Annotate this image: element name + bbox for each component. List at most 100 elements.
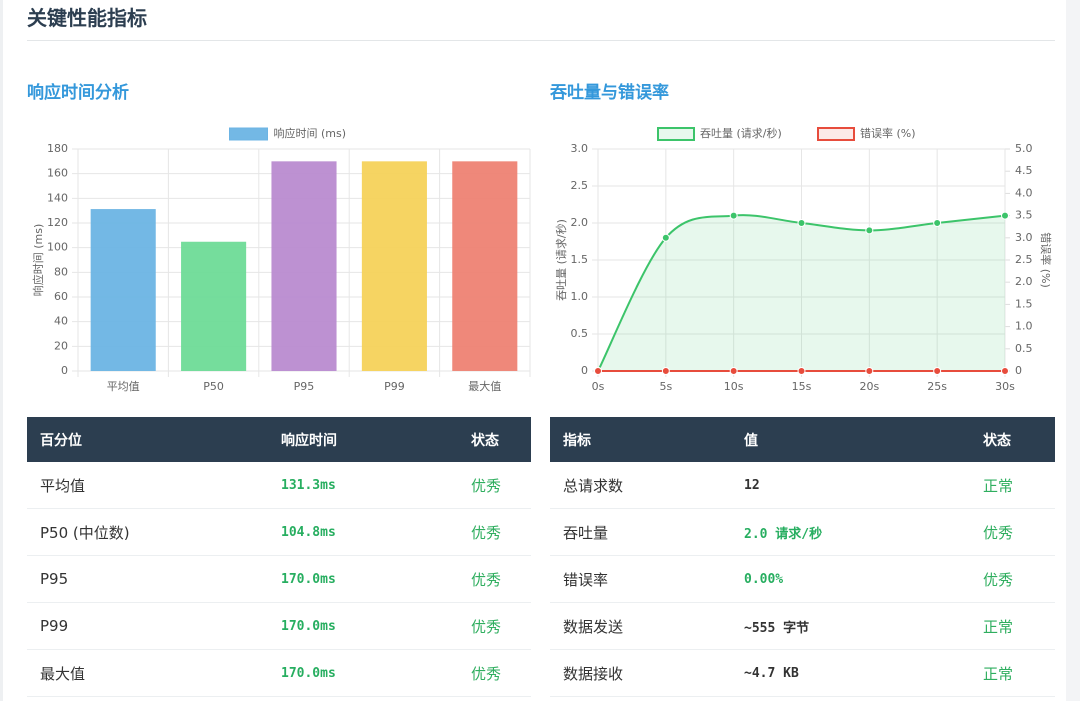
table-row: P95 170.0ms 优秀 bbox=[27, 555, 531, 603]
metric-cell: 平均值 bbox=[27, 462, 268, 509]
y-tick-label: 120 bbox=[47, 216, 68, 229]
y-tick-label: 100 bbox=[47, 241, 68, 254]
metric-cell: 总请求数 bbox=[550, 462, 731, 509]
point bbox=[933, 367, 942, 375]
table-row: 总请求数 12 正常 bbox=[550, 462, 1055, 509]
value-cell: ~4.7 KB bbox=[731, 649, 970, 697]
x-tick-label: P99 bbox=[384, 380, 405, 393]
x-tick-label: 25s bbox=[927, 380, 947, 393]
y2-tick-label: 0.5 bbox=[1015, 342, 1033, 355]
x-tick-label: 30s bbox=[995, 380, 1015, 393]
value-cell: 2.0 请求/秒 bbox=[731, 508, 970, 556]
metric-cell: 错误率 bbox=[550, 555, 731, 603]
table-row: 数据发送 ~555 字节 正常 bbox=[550, 602, 1055, 650]
chart: 0 20 40 60 80 100 120 140 160 180 响应时间 (ms) 响应时间 (m… bbox=[31, 126, 531, 393]
status-cell: 优秀 bbox=[458, 462, 531, 509]
metric-cell: 数据接收 bbox=[550, 649, 731, 697]
y-tick-label: 180 bbox=[47, 142, 68, 155]
point bbox=[1001, 211, 1009, 220]
y-tick-label: 3.0 bbox=[571, 142, 589, 155]
y-tick-label: 140 bbox=[47, 191, 68, 204]
y-tick-label: 1.5 bbox=[571, 253, 589, 266]
section-title: 吞吐量与错误率 bbox=[550, 83, 669, 103]
header-row: 指标值状态 bbox=[550, 417, 1055, 462]
header-row: 百分位 响应时间 状态 bbox=[27, 417, 531, 462]
point bbox=[865, 226, 874, 235]
header-cell: 值 bbox=[731, 417, 970, 462]
point bbox=[1001, 367, 1009, 375]
point bbox=[661, 233, 670, 242]
section-title: 响应时间分析 bbox=[27, 83, 129, 103]
value-cell: 170.0ms bbox=[268, 555, 458, 603]
table-row: 吞吐量 2.0 请求/秒 优秀 bbox=[550, 508, 1055, 556]
y-tick-label: 60 bbox=[54, 290, 68, 303]
y-tick-label: 80 bbox=[54, 265, 68, 278]
value-cell: 0.00% bbox=[731, 555, 970, 603]
legend-swatch bbox=[657, 127, 695, 141]
header-cell: 百分位 bbox=[27, 417, 268, 462]
point bbox=[933, 219, 942, 227]
point bbox=[729, 211, 738, 220]
metric-cell: 数据发送 bbox=[550, 602, 731, 650]
header-cell: 状态 bbox=[458, 417, 531, 462]
legend-label: 错误率 (%) bbox=[860, 126, 916, 140]
x-tick-label: 平均值 bbox=[107, 380, 140, 393]
y-tick-label: 40 bbox=[54, 315, 68, 328]
x-tick-label: 5s bbox=[659, 380, 672, 393]
x-tick-label: 最大值 bbox=[468, 379, 501, 393]
y-tick-label: 160 bbox=[47, 167, 68, 180]
x-tick-label: 15s bbox=[792, 380, 812, 393]
y2-tick-label: 1.5 bbox=[1015, 297, 1033, 310]
table-row: P50 (中位数) 104.8ms 优秀 bbox=[27, 508, 531, 556]
value-cell: 170.0ms bbox=[268, 649, 458, 697]
status-cell: 优秀 bbox=[458, 508, 531, 556]
y2-tick-label: 2.0 bbox=[1015, 275, 1033, 288]
bar bbox=[181, 241, 247, 371]
divider bbox=[27, 40, 1055, 41]
status-cell: 优秀 bbox=[458, 555, 531, 603]
legend-label: 吞吐量 (请求/秒) bbox=[700, 126, 782, 140]
header-cell: 状态 bbox=[970, 417, 1055, 462]
point bbox=[594, 367, 602, 375]
y-tick-label: 0 bbox=[61, 364, 68, 377]
legend-swatch bbox=[817, 127, 855, 141]
bar bbox=[90, 209, 156, 371]
status-cell: 优秀 bbox=[458, 649, 531, 697]
table-row: 数据接收 ~4.7 KB 正常 bbox=[550, 649, 1055, 697]
y-tick-label: 0 bbox=[581, 364, 588, 377]
x-tick-label: 0s bbox=[592, 380, 605, 393]
status-cell: 优秀 bbox=[970, 508, 1055, 556]
y2-tick-label: 4.0 bbox=[1015, 186, 1033, 199]
y2-tick-label: 3.5 bbox=[1015, 209, 1033, 222]
header-cell: 指标 bbox=[550, 417, 731, 462]
value-cell: ~555 字节 bbox=[731, 602, 970, 650]
y2-tick-label: 4.5 bbox=[1015, 164, 1033, 177]
point bbox=[661, 367, 670, 375]
legend-swatch bbox=[229, 127, 268, 141]
chart: 0 0.5 1.0 1.5 2.0 2.5 3.0 0 0.5 1.0 1.5 2.0 2.5 3.0 3.… bbox=[554, 126, 1053, 393]
value-cell: 170.0ms bbox=[268, 602, 458, 650]
y-tick-label: 2.5 bbox=[571, 179, 589, 192]
y2-tick-label: 5.0 bbox=[1015, 142, 1033, 155]
edge bbox=[0, 0, 3, 701]
point bbox=[729, 367, 738, 375]
edge bbox=[1066, 0, 1080, 701]
y2-tick-label: 0 bbox=[1015, 364, 1022, 377]
value-cell: 104.8ms bbox=[268, 508, 458, 556]
status-cell: 优秀 bbox=[970, 555, 1055, 603]
point bbox=[865, 367, 874, 375]
table: 百分位 响应时间 状态 平均值 131.3ms 优秀 P50 (中位数) 104.8ms 优秀 P… bbox=[27, 417, 531, 697]
bar bbox=[361, 161, 427, 371]
x-tick-label: P95 bbox=[294, 380, 315, 393]
y-axis-title: 响应时间 (ms) bbox=[31, 224, 45, 297]
header-cell: 响应时间 bbox=[268, 417, 458, 462]
value-cell: 12 bbox=[731, 462, 970, 509]
bar bbox=[452, 161, 518, 371]
table: 指标值状态 总请求数 12 正常 吞吐量 2.0 请求/秒 优秀 错误率 0.00% 优秀 数据发送… bbox=[550, 417, 1055, 697]
status-cell: 正常 bbox=[970, 649, 1055, 697]
table-row: 错误率 0.00% 优秀 bbox=[550, 555, 1055, 603]
metric-cell: P50 (中位数) bbox=[27, 508, 268, 556]
status-cell: 优秀 bbox=[458, 602, 531, 650]
table-row: 最大值 170.0ms 优秀 bbox=[27, 649, 531, 697]
